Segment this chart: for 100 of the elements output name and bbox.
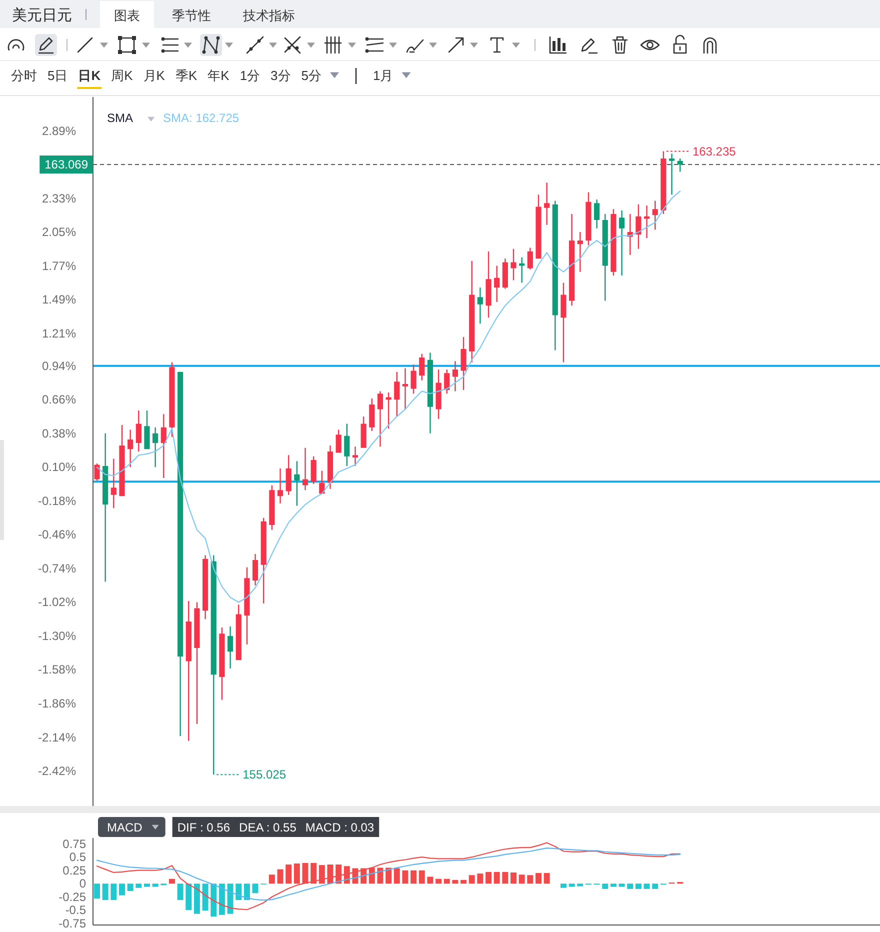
text: 163.235 xyxy=(692,144,736,158)
y-tick-label: -0.18% xyxy=(38,494,76,508)
y-tick-label: -2.42% xyxy=(38,764,76,778)
bar xyxy=(610,884,616,887)
bar xyxy=(218,884,225,915)
y-tick-label: -0.75 xyxy=(58,916,86,930)
bar xyxy=(410,870,417,884)
bar xyxy=(318,865,325,884)
bar xyxy=(252,884,258,894)
line-series xyxy=(96,842,681,910)
bar xyxy=(602,884,608,889)
bar xyxy=(652,884,658,889)
bar xyxy=(544,873,550,884)
candlestick xyxy=(668,154,675,195)
text: 163.069 xyxy=(44,158,88,172)
bar xyxy=(127,884,134,892)
candlestick xyxy=(477,288,483,324)
annotation: 155.025 xyxy=(242,768,286,782)
candlestick xyxy=(519,257,525,283)
line-series xyxy=(96,190,681,603)
text: 年K xyxy=(208,68,230,83)
text: 季节性 xyxy=(172,8,211,23)
y-tick-label: 0.94% xyxy=(42,358,76,373)
text: MACD : 0.03 xyxy=(305,820,374,834)
text: 日K xyxy=(78,68,102,83)
bar xyxy=(210,884,217,917)
y-tick-label: -1.30% xyxy=(38,628,76,643)
bar xyxy=(627,884,634,889)
y-tick-label: 1.77% xyxy=(42,258,76,273)
bar xyxy=(377,868,384,884)
bar xyxy=(202,884,208,911)
y-tick-label: 0.66% xyxy=(42,392,76,407)
y-tick-label: -0.74% xyxy=(38,561,76,576)
bar xyxy=(560,884,566,888)
candlestick xyxy=(352,446,358,466)
candlestick xyxy=(544,182,550,225)
bar xyxy=(577,884,584,886)
bar xyxy=(186,884,192,910)
bar xyxy=(468,875,475,884)
y-tick-label: 0.75 xyxy=(62,836,86,851)
candlestick xyxy=(377,391,384,447)
bar xyxy=(194,884,200,914)
bar xyxy=(118,884,125,896)
bar xyxy=(568,884,575,887)
annotation: SMA xyxy=(107,111,134,125)
y-tick-label: 0.25 xyxy=(62,863,86,878)
y-tick-label: 2.89% xyxy=(42,124,76,138)
bar xyxy=(510,872,516,884)
bar xyxy=(486,872,492,884)
bar xyxy=(168,878,175,884)
bar xyxy=(102,884,108,900)
bar xyxy=(302,862,308,884)
bar xyxy=(535,873,542,884)
bar xyxy=(427,876,434,884)
candlestick xyxy=(618,210,625,276)
bar xyxy=(244,884,250,900)
bar xyxy=(386,868,392,884)
bar xyxy=(436,878,442,884)
text: 月K xyxy=(143,68,166,83)
text: 技术指标 xyxy=(242,8,295,23)
y-tick-label: 1.49% xyxy=(42,292,76,307)
y-tick-label: -2.14% xyxy=(38,730,76,744)
text: 5日 xyxy=(48,68,68,83)
bar xyxy=(277,869,284,884)
bar xyxy=(494,872,500,884)
bar xyxy=(110,884,117,900)
bar xyxy=(518,874,525,884)
candlestick xyxy=(277,468,284,504)
text: 美元日元 xyxy=(12,7,72,24)
annotation: SMA: 162.725 xyxy=(163,111,240,125)
bar xyxy=(402,870,408,884)
bar xyxy=(635,884,642,889)
bar xyxy=(94,884,100,898)
candlestick xyxy=(452,361,458,392)
bar xyxy=(444,878,450,884)
y-tick-label: 0 xyxy=(79,876,86,891)
candlestick xyxy=(644,206,650,238)
bar xyxy=(227,884,234,914)
text: 图表 xyxy=(114,8,140,23)
bar xyxy=(294,863,300,884)
y-tick-label: -0.25 xyxy=(58,890,86,904)
text: 周K xyxy=(111,68,134,83)
bar xyxy=(136,884,142,888)
candlestick xyxy=(102,433,108,582)
y-tick-label: 0.38% xyxy=(42,426,76,440)
y-tick-label: -1.86% xyxy=(38,696,76,711)
text: DEA : 0.55 xyxy=(239,820,297,834)
bar xyxy=(310,862,317,884)
text: 3分 xyxy=(270,68,291,83)
bar xyxy=(327,864,334,884)
bar xyxy=(268,874,275,884)
text: DIF : 0.56 xyxy=(177,820,230,834)
text: 分时 xyxy=(11,68,37,83)
candlestick xyxy=(302,448,308,490)
y-tick-label: 2.33% xyxy=(42,191,76,206)
y-tick-label: -0.46% xyxy=(38,528,76,542)
y-tick-label: 0.5 xyxy=(69,850,86,864)
bar xyxy=(502,872,508,884)
text: 5分 xyxy=(301,68,322,83)
line-series xyxy=(96,848,681,901)
